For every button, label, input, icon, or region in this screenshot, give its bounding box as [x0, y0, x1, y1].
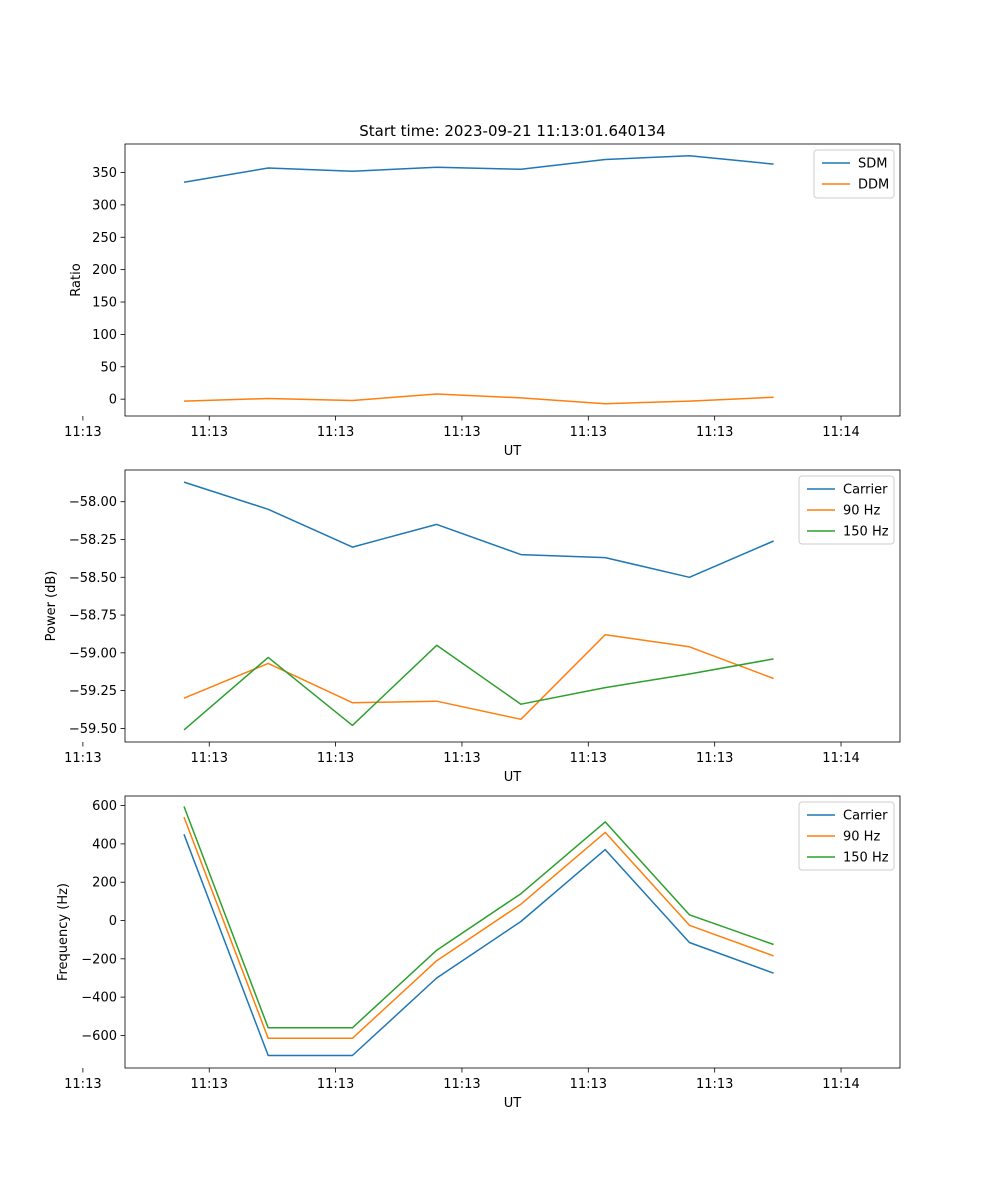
y-tick-label: −59.25 [69, 684, 117, 699]
y-tick-label: 350 [92, 166, 117, 181]
x-axis-label: UT [504, 770, 522, 785]
panel-ratio: 11:13 11:13 11:13 11:13 11:13 11:13 11:14 0 50 10… [64, 143, 901, 459]
x-tick-label: 11:13 [443, 1077, 480, 1092]
x-tick-label: 11:13 [570, 1077, 607, 1092]
legend-label: Carrier [843, 483, 888, 498]
y-axis-label: Ratio [69, 263, 84, 296]
legend-label: SDM [858, 157, 887, 172]
y-axis-label: Power (dB) [44, 571, 59, 642]
y-tick-label: 50 [100, 360, 117, 375]
y-tick-label: 150 [92, 296, 117, 311]
x-axis-label: UT [504, 444, 522, 459]
x-tick-label: 11:13 [317, 751, 354, 766]
y-tick-label: −58.50 [69, 571, 117, 586]
x-tick-label: 11:13 [64, 1077, 101, 1092]
y-tick-label: 400 [92, 837, 117, 852]
y-tick-label: 0 [109, 914, 117, 929]
y-tick-label: −200 [81, 952, 117, 967]
x-tick-label: 11:13 [64, 425, 101, 440]
y-tick-label: 0 [109, 393, 117, 408]
legend-box [798, 475, 895, 545]
y-tick-label: −400 [81, 991, 117, 1006]
legend-label: DDM [858, 178, 889, 193]
panel-frequency: 11:13 11:13 11:13 11:13 11:13 11:13 11:14 −600 −… [56, 795, 901, 1111]
y-tick-label: −58.25 [69, 533, 117, 548]
series-line-sdm [183, 154, 774, 183]
plot-area [125, 470, 900, 742]
y-tick-label: 250 [92, 231, 117, 246]
figure-title: Start time: 2023-09-21 11:13:01.640134 [359, 122, 665, 140]
axes-frame [124, 469, 901, 743]
legend-box [813, 149, 895, 199]
legend-label: 150 Hz [843, 525, 889, 540]
x-tick-label: 11:13 [64, 751, 101, 766]
x-tick-label: 11:14 [822, 425, 859, 440]
x-tick-label: 11:14 [822, 751, 859, 766]
y-tick-label: −59.50 [69, 722, 117, 737]
plot-area [125, 796, 900, 1068]
series-line-150-hz [183, 644, 774, 731]
x-tick-label: 11:13 [443, 425, 480, 440]
legend: Carrier 90 Hz 150 Hz [798, 475, 895, 545]
legend-box [798, 801, 895, 871]
x-tick-label: 11:13 [191, 425, 228, 440]
plot-area [125, 144, 900, 416]
x-tick-label: 11:13 [696, 425, 733, 440]
panel-power: 11:13 11:13 11:13 11:13 11:13 11:13 11:14 −59.5… [44, 469, 901, 785]
legend-label: 90 Hz [843, 504, 880, 519]
axes-frame [124, 143, 901, 417]
y-axis-label: Frequency (Hz) [56, 883, 71, 981]
y-tick-label: 200 [92, 876, 117, 891]
x-tick-label: 11:13 [191, 1077, 228, 1092]
series-line-150-hz [183, 806, 774, 1029]
x-tick-label: 11:13 [696, 1077, 733, 1092]
x-tick-label: 11:13 [570, 425, 607, 440]
x-tick-label: 11:13 [317, 1077, 354, 1092]
series-line-ddm [183, 393, 774, 405]
series-line-carrier [183, 834, 774, 1057]
y-tick-label: 100 [92, 328, 117, 343]
legend: SDM DDM [813, 149, 895, 199]
legend-label: Carrier [843, 809, 888, 824]
x-tick-label: 11:13 [191, 751, 228, 766]
y-tick-label: −58.00 [69, 495, 117, 510]
x-tick-label: 11:13 [696, 751, 733, 766]
series-line-carrier [183, 481, 774, 579]
y-tick-label: −59.00 [69, 646, 117, 661]
x-tick-label: 11:14 [822, 1077, 859, 1092]
legend-label: 150 Hz [843, 851, 889, 866]
axes-frame [124, 795, 901, 1069]
y-tick-label: 600 [92, 799, 117, 814]
legend-label: 90 Hz [843, 830, 880, 845]
series-line-90-hz [183, 633, 774, 721]
y-tick-label: 200 [92, 263, 117, 278]
series-line-90-hz [183, 816, 774, 1040]
x-tick-label: 11:13 [443, 751, 480, 766]
y-tick-label: 300 [92, 198, 117, 213]
x-tick-label: 11:13 [317, 425, 354, 440]
x-axis-label: UT [504, 1096, 522, 1111]
legend: Carrier 90 Hz 150 Hz [798, 801, 895, 871]
y-tick-label: −58.75 [69, 609, 117, 624]
x-tick-label: 11:13 [570, 751, 607, 766]
y-tick-label: −600 [81, 1029, 117, 1044]
